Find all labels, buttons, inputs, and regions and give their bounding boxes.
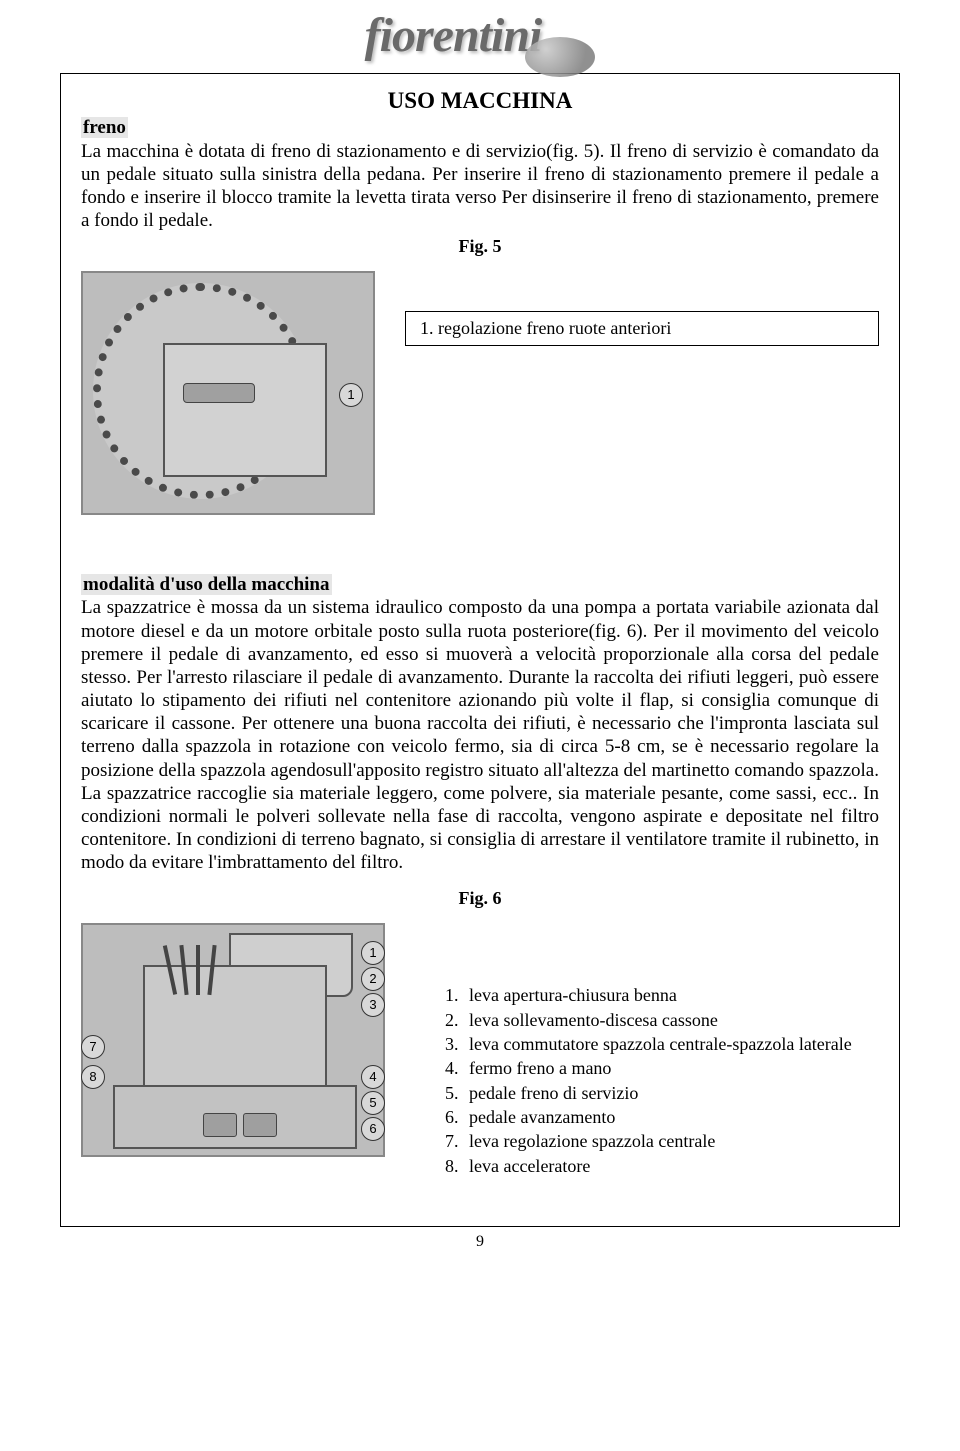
callout-3: 3	[361, 993, 385, 1017]
page-number: 9	[60, 1233, 900, 1251]
legend-item-4: fermo freno a mano	[463, 1056, 879, 1080]
brand-logo: fiorentini	[365, 8, 542, 63]
callout-5: 5	[361, 1091, 385, 1115]
levers-icon	[168, 945, 238, 1005]
fig5-row: 1 1. regolazione freno ruote anteriori	[81, 271, 879, 515]
fig6-legend-wrap: leva apertura-chiusura benna leva sollev…	[415, 923, 879, 1177]
legend-item-2: leva sollevamento-discesa cassone	[463, 1008, 879, 1032]
fig6-legend-list: leva apertura-chiusura benna leva sollev…	[415, 983, 879, 1177]
legend-item-3: leva commutatore spazzola centrale-spazz…	[463, 1032, 879, 1056]
fig5-image: 1	[81, 271, 375, 515]
pedal-icon	[203, 1113, 237, 1137]
legend-item-1: leva apertura-chiusura benna	[463, 983, 879, 1007]
pedal-icon-2	[243, 1113, 277, 1137]
globe-icon	[525, 37, 595, 77]
freno-heading: freno	[81, 117, 128, 138]
page: fiorentini USO MACCHINA freno La macchin…	[0, 8, 960, 1291]
legend-item-7: leva regolazione spazzola centrale	[463, 1129, 879, 1153]
fig6-image: 1 2 3 4 5 6 7 8	[81, 923, 385, 1157]
callout-1: 1	[361, 941, 385, 965]
callout-1: 1	[339, 383, 363, 407]
panel-icon	[163, 343, 327, 477]
fig5-label: Fig. 5	[81, 236, 879, 257]
section-title: USO MACCHINA	[81, 88, 879, 114]
legend-item-6: pedale avanzamento	[463, 1105, 879, 1129]
callout-8: 8	[81, 1065, 105, 1089]
callout-4: 4	[361, 1065, 385, 1089]
fig5-legend-wrap: 1. regolazione freno ruote anteriori	[405, 271, 879, 346]
freno-block: freno La macchina è dotata di freno di s…	[81, 116, 879, 232]
callout-6: 6	[361, 1117, 385, 1141]
modalita-paragraph: La spazzatrice è mossa da un sistema idr…	[81, 597, 879, 873]
spacer	[81, 533, 879, 573]
legend-item-5: pedale freno di servizio	[463, 1081, 879, 1105]
fig6-row: 1 2 3 4 5 6 7 8 leva apertura-chiusura b…	[81, 923, 879, 1177]
fig5-legend: 1. regolazione freno ruote anteriori	[405, 311, 879, 346]
fig6-label: Fig. 6	[81, 888, 879, 909]
modalita-block: modalità d'uso della macchina La spazzat…	[81, 573, 879, 874]
legend-item-8: leva acceleratore	[463, 1154, 879, 1178]
freno-paragraph: La macchina è dotata di freno di stazion…	[81, 141, 879, 232]
callout-2: 2	[361, 967, 385, 991]
callout-7: 7	[81, 1035, 105, 1059]
lever-icon	[183, 383, 255, 403]
logo-area: fiorentini	[60, 8, 900, 67]
modalita-heading: modalità d'uso della macchina	[81, 574, 332, 595]
content-frame: USO MACCHINA freno La macchina è dotata …	[60, 73, 900, 1226]
